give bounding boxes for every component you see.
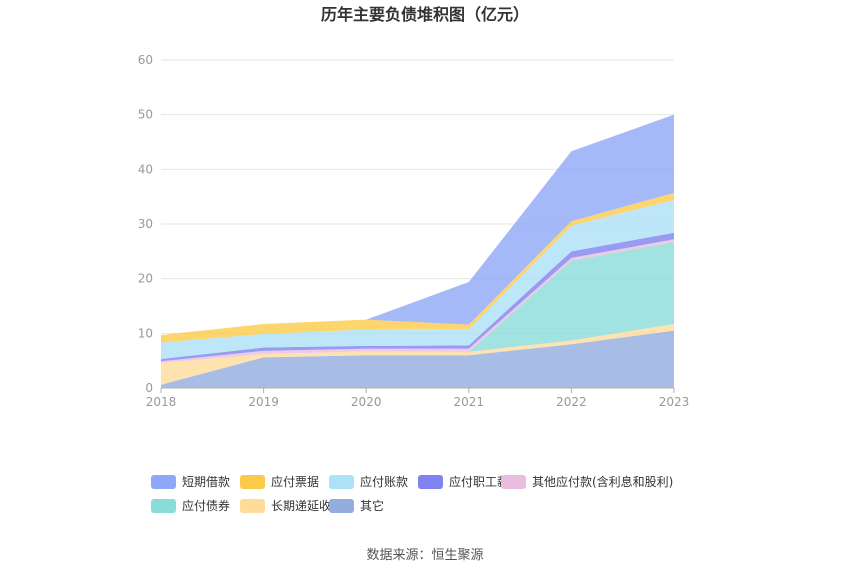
legend-swatch (501, 475, 526, 489)
area-series-7 (161, 114, 674, 335)
legend-swatch (329, 499, 354, 513)
legend-swatch (151, 499, 176, 513)
legend-item[interactable]: 长期递延收益 (240, 499, 343, 513)
legend-item[interactable]: 应付账款 (329, 474, 408, 489)
legend-swatch (240, 475, 265, 489)
legend-swatch (151, 475, 176, 489)
legend-label: 短期借款 (182, 475, 230, 489)
y-tick-label: 50 (138, 108, 153, 122)
y-tick-label: 40 (138, 162, 153, 176)
y-tick-label: 20 (138, 272, 153, 286)
y-axis-tick-labels: 0 10 20 30 40 50 60 (138, 53, 153, 395)
legend-swatch (240, 499, 265, 513)
area-series-4 (161, 232, 674, 362)
legend-label: 其他应付款(含利息和股利) (532, 474, 673, 489)
area-series-6 (161, 192, 674, 343)
y-tick-label: 0 (145, 381, 153, 395)
x-tick-label: 2021 (454, 395, 485, 409)
legend-label: 应付账款 (360, 474, 408, 489)
area-series-5 (161, 199, 674, 360)
legend-label: 应付债券 (182, 498, 230, 513)
legend-item[interactable]: 短期借款 (151, 475, 230, 489)
legend-item[interactable]: 应付票据 (240, 474, 319, 489)
legend-label: 应付票据 (271, 474, 319, 489)
legend-label: 其它 (360, 498, 384, 513)
x-tick-label: 2018 (146, 395, 177, 409)
area-series-group (161, 114, 674, 388)
area-series-0 (161, 330, 674, 388)
x-axis (160, 387, 675, 393)
y-tick-label: 60 (138, 53, 153, 67)
chart-title: 历年主要负债堆积图（亿元） (321, 5, 529, 24)
legend-item[interactable]: 其它 (329, 498, 384, 513)
legend[interactable]: 短期借款 应付票据 应付账款 应付职工薪酬 其他应付款(含利息和股利)应付债券 长期递延收… (151, 474, 673, 513)
x-tick-label: 2022 (556, 395, 587, 409)
x-axis-tick-labels: 2018 2019 2020 2021 2022 2023 (146, 395, 690, 409)
x-tick-label: 2020 (351, 395, 382, 409)
data-source: 数据来源：恒生聚源 (366, 548, 483, 563)
area-series-2 (161, 242, 674, 363)
legend-swatch (329, 475, 354, 489)
y-tick-label: 10 (138, 326, 153, 340)
y-tick-label: 30 (138, 217, 153, 231)
legend-swatch (418, 475, 443, 489)
x-tick-label: 2019 (248, 395, 279, 409)
x-tick-label: 2023 (659, 395, 690, 409)
legend-label: 长期递延收益 (271, 499, 343, 513)
legend-item[interactable]: 应付债券 (151, 498, 230, 513)
legend-item[interactable]: 其他应付款(含利息和股利) (501, 474, 673, 489)
area-series-1 (161, 324, 674, 385)
